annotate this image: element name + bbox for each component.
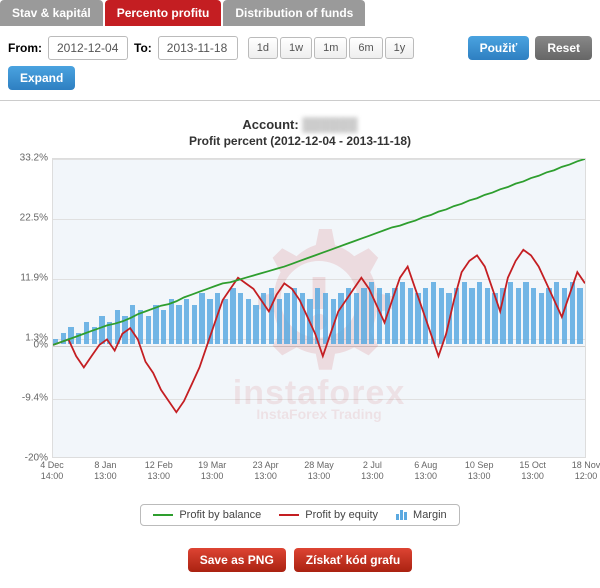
range-1y[interactable]: 1y <box>385 37 415 59</box>
controls-bar: From: 2012-12-04 To: 2013-11-18 1d1w1m6m… <box>0 26 600 101</box>
legend-margin[interactable]: Margin <box>396 509 447 521</box>
equity-swatch <box>279 514 299 516</box>
from-label: From: <box>8 41 42 55</box>
apply-button[interactable]: Použiť <box>468 36 530 60</box>
chart-area: -20%-9.4%0%1.3%11.9%22.5%33.2% instafore… <box>10 158 590 498</box>
range-6m[interactable]: 6m <box>349 37 382 59</box>
balance-swatch <box>153 514 173 516</box>
to-date-input[interactable]: 2013-11-18 <box>158 36 238 60</box>
chart-container: Account: ██████ Profit percent (2012-12-… <box>0 101 600 536</box>
from-date-input[interactable]: 2012-12-04 <box>48 36 128 60</box>
legend-balance[interactable]: Profit by balance <box>153 509 261 521</box>
margin-swatch <box>396 510 407 520</box>
tab-stav-kapit-l[interactable]: Stav & kapitál <box>0 0 103 26</box>
y-axis-labels: -20%-9.4%0%1.3%11.9%22.5%33.2% <box>10 158 52 458</box>
x-axis-labels: 4 Dec14:008 Jan13:0012 Feb13:0019 Mar13:… <box>52 460 586 498</box>
chart-lines <box>53 159 585 457</box>
expand-button[interactable]: Expand <box>8 66 75 90</box>
range-buttons: 1d1w1m6m1y <box>248 37 415 59</box>
reset-button[interactable]: Reset <box>535 36 592 60</box>
tabs: Stav & kapitálPercento profituDistributi… <box>0 0 600 26</box>
range-1d[interactable]: 1d <box>248 37 278 59</box>
chart-title: Account: ██████ <box>10 117 590 132</box>
tab-percento-profitu[interactable]: Percento profitu <box>105 0 222 26</box>
tab-distribution-of-funds[interactable]: Distribution of funds <box>223 0 365 26</box>
to-label: To: <box>134 41 152 55</box>
legend-equity[interactable]: Profit by equity <box>279 509 378 521</box>
bottom-buttons: Save as PNG Získať kód grafu <box>0 536 600 588</box>
range-1w[interactable]: 1w <box>280 37 312 59</box>
chart-subtitle: Profit percent (2012-12-04 - 2013-11-18) <box>10 134 590 148</box>
range-1m[interactable]: 1m <box>314 37 347 59</box>
plot-area[interactable]: instaforex InstaForex Trading <box>52 158 586 458</box>
legend: Profit by balance Profit by equity Margi… <box>140 504 459 526</box>
